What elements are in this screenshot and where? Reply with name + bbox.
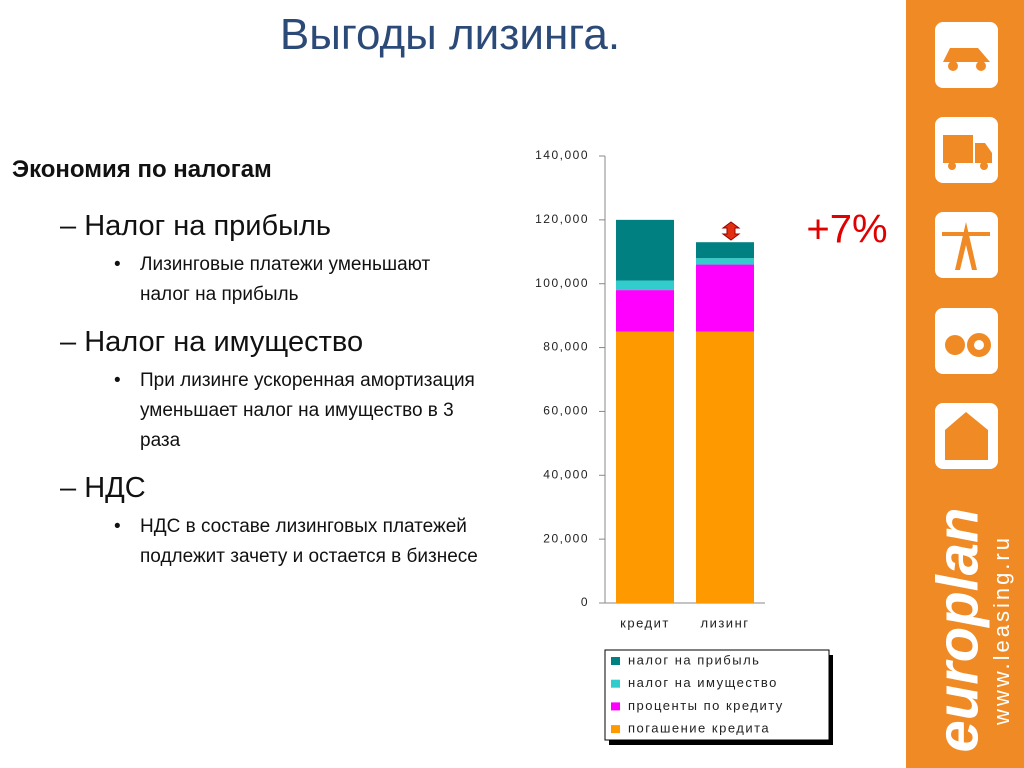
item-label: Налог на имущество	[60, 324, 480, 360]
legend-swatch	[611, 679, 620, 688]
legend-label: погашение кредита	[628, 721, 770, 736]
sub-point: Лизинговые платежи уменьшают налог на пр…	[114, 250, 480, 310]
brand-logo: europlan	[925, 508, 990, 753]
icon-glyphs	[942, 48, 992, 460]
bar-segment	[616, 290, 674, 332]
y-tick-label: 100,000	[535, 276, 589, 290]
annotation: +7%	[806, 208, 887, 252]
x-tick-label: кредит	[620, 615, 670, 630]
y-tick-label: 140,000	[535, 148, 589, 162]
slide-title: Выгоды лизинга.	[279, 10, 621, 59]
y-tick-label: 0	[581, 595, 589, 609]
legend-box	[604, 649, 830, 741]
bar-segment	[616, 331, 674, 603]
legend-swatch	[611, 702, 620, 711]
increase-arrow	[721, 221, 741, 241]
y-tick-label: 60,000	[543, 404, 589, 418]
item-label: НДС	[60, 470, 480, 506]
legend-label: налог на прибыль	[628, 652, 760, 667]
bar-segment	[696, 242, 754, 259]
legend-swatch	[611, 725, 620, 734]
y-tick-label: 40,000	[543, 467, 589, 481]
brand-url: www.leasing.ru	[989, 535, 1014, 726]
bar-segment	[696, 331, 754, 603]
bar-segment	[696, 258, 754, 265]
x-tick-label: лизинг	[701, 615, 750, 630]
y-tick-label: 80,000	[543, 340, 589, 354]
sub-point: НДС в составе лизинговых платежей подлеж…	[114, 512, 480, 572]
legend-swatch	[611, 657, 620, 665]
item-label: Налог на прибыль	[60, 208, 480, 244]
legend-label: проценты по кредиту	[628, 698, 784, 713]
heading: Экономия по налогам	[12, 156, 272, 183]
y-tick-label: 120,000	[535, 212, 589, 226]
bullet-list: Налог на прибыль Лизинговые платежи умень…	[60, 208, 480, 572]
bar-segment	[616, 219, 674, 281]
bar-segment	[616, 280, 674, 291]
list-item: Налог на имущество При лизинге ускоренная…	[60, 324, 480, 456]
list-item: НДС НДС в составе лизинговых платежей под…	[60, 470, 480, 572]
list-item: Налог на прибыль Лизинговые платежи умень…	[60, 208, 480, 310]
y-tick-label: 20,000	[543, 531, 589, 545]
sub-point: При лизинге ускоренная амортизация умень…	[114, 366, 480, 456]
bar-segment	[696, 264, 754, 332]
legend-label: налог на имущество	[628, 675, 778, 690]
